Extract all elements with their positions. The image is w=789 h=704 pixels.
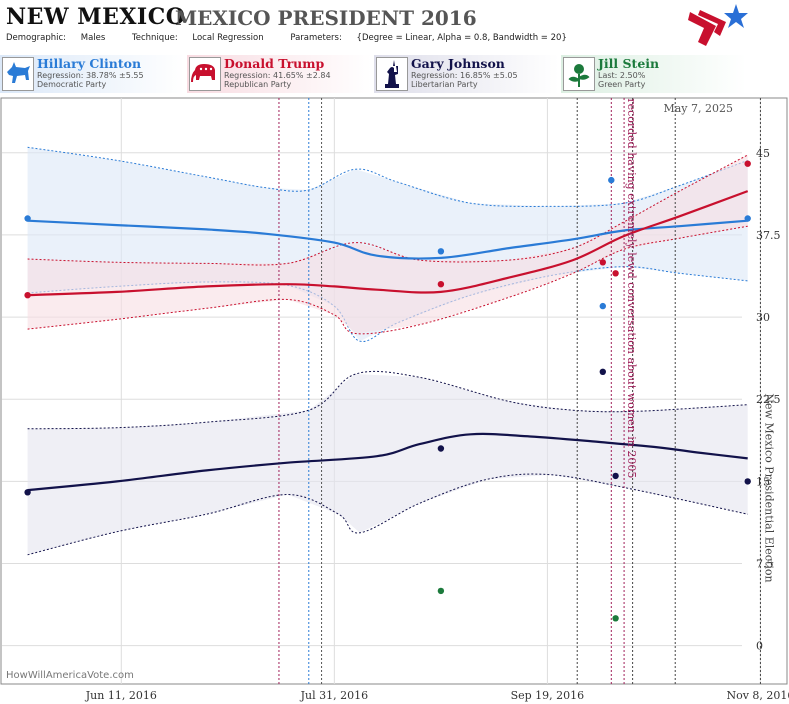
- candidate-party: Libertarian Party: [411, 80, 478, 89]
- confidence-band: [27, 147, 748, 342]
- parameters-label: Parameters:: [290, 33, 342, 43]
- poll-point: [612, 472, 619, 480]
- liberty-statue-icon: [376, 57, 408, 91]
- demographic-label: Demographic:: [6, 33, 67, 43]
- poll-point: [744, 478, 751, 485]
- site-logo-icon: [688, 4, 748, 46]
- poll-point: [437, 445, 445, 452]
- candidate-party: Democratic Party: [37, 80, 107, 89]
- poll-point: [437, 281, 445, 288]
- technique-value: Local Regression: [192, 33, 264, 43]
- regression-line: [27, 219, 748, 260]
- poll-point: [599, 259, 606, 266]
- donkey-icon: [2, 57, 34, 91]
- candidate-stat: Regression: 41.65% ±2.84: [224, 71, 331, 80]
- candidate-name: Donald Trump: [224, 56, 325, 71]
- technique-label: Technique:: [132, 33, 178, 43]
- demographic-value: Males: [80, 33, 106, 43]
- candidate-stat: Last: 2.50%: [598, 71, 646, 80]
- y-tick-label: 30: [756, 311, 770, 324]
- candidate-stat: Regression: 38.78% ±5.55: [37, 71, 144, 80]
- x-tick-label: Jun 11, 2016: [85, 689, 157, 702]
- date-label: May 7, 2025: [663, 102, 733, 115]
- y-tick-label: 37.5: [756, 229, 781, 242]
- legend-candidate-johnson: Gary Johnson Regression: 16.85% ±5.05 Li…: [374, 55, 559, 93]
- candidate-stat: Regression: 16.85% ±5.05: [411, 71, 518, 80]
- poll-chart: 0 7.5 15 22.5 30 37.5 45 Jun 11, 2016 Jul 31, 20…: [0, 96, 789, 702]
- y-tick-label: 22.5: [756, 393, 781, 406]
- regression-line: [27, 432, 748, 492]
- candidate-name: Gary Johnson: [411, 56, 505, 71]
- poll-point: [612, 615, 619, 622]
- event-annotation: Trump recorded having extremely lewd con…: [625, 96, 638, 478]
- race-title: MEXICO PRESIDENT 2016: [175, 6, 477, 30]
- poll-point: [437, 587, 445, 595]
- elephant-icon: [189, 57, 221, 91]
- poll-point: [744, 160, 751, 167]
- poll-point: [24, 215, 31, 222]
- poll-point: [437, 248, 445, 255]
- y-tick-label: 7.5: [756, 558, 774, 571]
- regression-lines: [27, 190, 749, 492]
- event-annotation: New Mexico Presidential Election: [762, 393, 775, 582]
- x-tick-label: Jul 31, 2016: [300, 689, 369, 702]
- y-tick-label: 45: [756, 147, 770, 160]
- legend-candidate-stein: Jill Stein Last: 2.50% Green Party: [561, 55, 746, 93]
- poll-point: [24, 489, 31, 496]
- parameters-line: Demographic: Males Technique: Local Regr…: [6, 33, 591, 43]
- legend-candidate-trump: Donald Trump Regression: 41.65% ±2.84 Re…: [187, 55, 372, 93]
- poll-point: [599, 368, 606, 375]
- candidate-party: Green Party: [598, 80, 646, 89]
- confidence-band: [27, 155, 748, 334]
- poll-point: [744, 215, 751, 222]
- band-lower-edge: [27, 473, 748, 556]
- band-upper-edge: [27, 370, 748, 430]
- event-lines: [278, 98, 761, 684]
- band-lower-edge: [27, 225, 748, 335]
- poll-point: [599, 302, 606, 310]
- poll-point: [608, 176, 615, 184]
- candidate-party: Republican Party: [224, 80, 292, 89]
- y-tick-label: 0: [756, 640, 763, 653]
- x-tick-label: Sep 19, 2016: [511, 689, 585, 702]
- y-tick-label: 15: [756, 475, 770, 488]
- poll-point: [24, 292, 31, 299]
- candidate-name: Jill Stein: [598, 56, 660, 71]
- regression-line: [27, 190, 749, 297]
- rose-icon: [563, 57, 595, 91]
- axis-labels: 0 7.5 15 22.5 30 37.5 45 Jun 11, 2016 Jul 31, 20…: [85, 96, 789, 702]
- x-tick-label: Nov 8, 2016: [726, 689, 789, 702]
- parameters-value: {Degree = Linear, Alpha = 0.8, Bandwidth…: [356, 33, 567, 43]
- watermark: HowWillAmericaVote.com: [6, 670, 134, 681]
- confidence-band: [27, 374, 748, 555]
- poll-point: [612, 270, 619, 277]
- poll-points: [24, 160, 751, 622]
- legend-candidate-clinton: Hillary Clinton Regression: 38.78% ±5.55…: [0, 55, 185, 93]
- chart-header: NEW MEXICO MEXICO PRESIDENT 2016 Demogra…: [0, 0, 789, 52]
- state-title: NEW MEXICO: [6, 4, 186, 30]
- candidate-name: Hillary Clinton: [37, 56, 142, 71]
- confidence-bands: [27, 146, 748, 556]
